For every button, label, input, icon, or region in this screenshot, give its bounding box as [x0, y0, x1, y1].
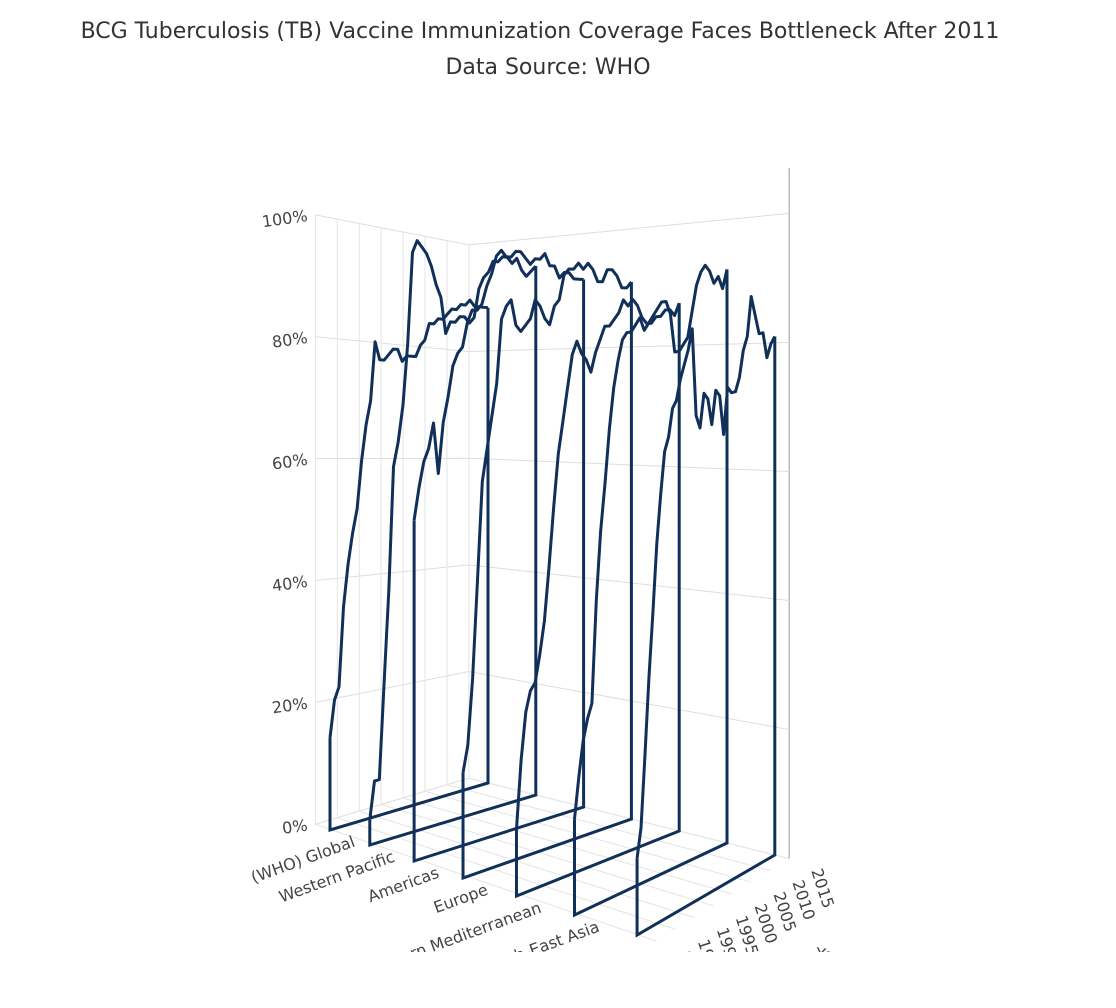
- trace-line: [461, 261, 633, 774]
- trace-baseline: [461, 282, 633, 881]
- grid-line: [446, 240, 771, 871]
- chart-subtitle: Data Source: WHO: [445, 55, 650, 80]
- x-tick-label: 1980: [675, 949, 706, 994]
- category-label: Europe: [431, 880, 490, 917]
- grid-line: [314, 214, 657, 942]
- grid-line: [315, 336, 790, 353]
- grid-line: [315, 564, 790, 602]
- trace-baseline: [368, 266, 538, 848]
- grid-line: [315, 212, 790, 246]
- z-tick-label: 60%: [271, 450, 309, 474]
- grid-line: [468, 244, 790, 860]
- z-tick-label: 40%: [271, 572, 309, 596]
- traces: [328, 239, 777, 938]
- grid-line: [424, 236, 752, 883]
- grid-line: [315, 671, 790, 731]
- trace-line: [328, 298, 489, 738]
- trace-line: [635, 295, 777, 859]
- grid-line: [402, 232, 733, 895]
- trace-baseline: [412, 279, 586, 864]
- grid-line: [315, 457, 790, 472]
- z-tick-label: 100%: [261, 206, 309, 231]
- grid: [314, 168, 790, 942]
- trace-line: [573, 263, 729, 820]
- trace-line: [368, 239, 537, 820]
- z-tick-label: 20%: [271, 694, 309, 718]
- grid-line: [358, 223, 695, 919]
- x-axis-title: Year: [814, 944, 852, 968]
- z-tick-label: 0%: [281, 815, 309, 837]
- trace-baseline: [573, 269, 729, 918]
- trace-line: [412, 248, 584, 521]
- chart-title: BCG Tuberculosis (TB) Vaccine Immunizati…: [81, 19, 1000, 44]
- grid-line: [380, 227, 714, 907]
- trace-baseline: [635, 336, 777, 938]
- trace-line: [515, 297, 681, 830]
- z-tick-label: 80%: [271, 328, 309, 352]
- trace-baseline: [328, 307, 490, 833]
- trace-baseline: [514, 303, 681, 899]
- grid-line: [336, 219, 676, 930]
